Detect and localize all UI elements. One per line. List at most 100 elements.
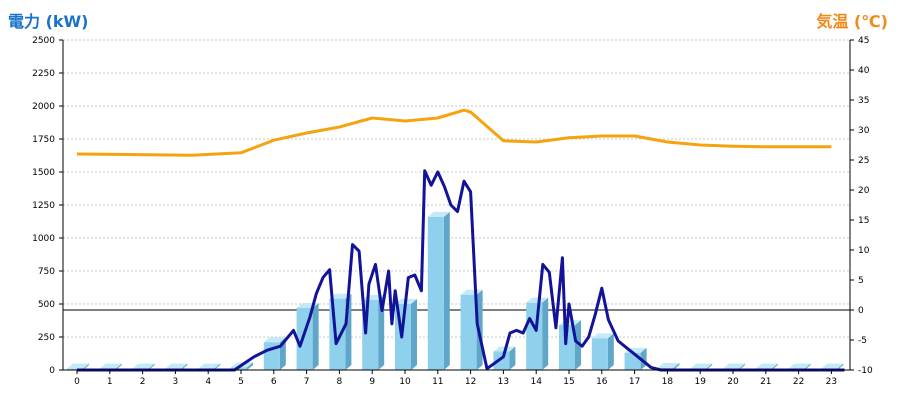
bar-side [148,363,155,370]
bar-side [411,299,417,370]
bar-top [821,363,844,369]
bar-side [509,346,516,370]
x-tick-label: 21 [760,377,771,387]
bar-front [493,351,510,370]
left-tick-label: 2250 [32,69,55,79]
right-tick-label: 40 [858,66,870,76]
bar-top [165,363,188,369]
temperature-line [76,108,832,157]
right-tick-label: -10 [858,366,873,376]
power-bar [427,211,450,370]
bar-front [460,294,477,370]
x-tick-label: 8 [337,377,343,387]
bar-side [804,363,811,370]
right-tick-label: 30 [858,126,870,136]
left-axis-title: 電力 (kW) [8,12,89,31]
x-tick-label: 10 [399,377,411,387]
bar-side [115,363,122,370]
bar-side [443,211,450,370]
bar-top [591,333,614,339]
bar-front [591,338,608,370]
right-axis-title: 気温 (℃) [816,12,888,31]
right-tick-label: 15 [858,216,869,226]
x-tick-label: 17 [629,377,640,387]
bar-top [690,363,713,369]
x-tick-label: 9 [369,377,375,387]
bar-side [378,295,385,370]
x-tick-label: 11 [432,377,443,387]
bar-top [427,211,450,217]
left-tick-label: 250 [38,333,55,343]
x-tick-label: 1 [107,377,113,387]
bar-side [673,363,680,370]
x-tick-label: 22 [793,377,804,387]
bar-front [67,368,83,370]
power-bar [624,347,647,370]
bar-side [575,320,581,370]
x-tick-label: 23 [826,377,837,387]
x-tick-label: 12 [465,377,476,387]
x-tick-label: 3 [173,377,179,387]
x-tick-label: 19 [694,377,706,387]
bar-top [198,363,221,369]
bar-side [83,363,89,370]
bar-front [427,216,444,370]
x-tick-label: 14 [530,377,542,387]
left-tick-label: 1750 [32,135,55,145]
left-tick-label: 0 [49,366,55,376]
left-tick-label: 2500 [32,36,55,46]
x-tick-label: 15 [563,377,574,387]
x-tick-label: 4 [205,377,211,387]
bar-top [329,293,352,299]
bar-side [706,363,713,370]
power-bar [559,320,581,370]
right-tick-label: 5 [858,276,864,286]
bar-side [247,362,253,370]
right-tick-label: 0 [858,306,864,316]
bar-side [607,333,614,370]
right-tick-label: -5 [858,336,867,346]
bar-top [263,337,286,343]
bar-side [837,363,844,370]
bar-side [771,363,778,370]
power-line [77,169,845,372]
axes: 0 250 5 0 0 750 1000 1250 1500 1750 2000 2250 2500 -1… [32,36,873,387]
bar-top [132,363,155,369]
right-tick-label: 10 [858,246,870,256]
bar-side [542,297,549,370]
x-tick-label: 0 [74,377,80,387]
x-tick-label: 2 [140,377,146,387]
bar-side [181,363,188,370]
bar-top [723,363,745,369]
x-tick-label: 20 [727,377,739,387]
series-lines [76,108,845,372]
x-tick-label: 18 [662,377,674,387]
grid-lines [63,39,850,338]
x-tick-label: 7 [304,377,310,387]
right-tick-label: 25 [858,156,869,166]
bar-side [739,363,745,370]
bar-side [214,363,221,370]
bar-side [312,302,319,370]
x-tick-label: 6 [271,377,277,387]
power-bar [67,363,89,370]
power-bar [591,333,614,370]
left-tick-label: 1500 [32,168,55,178]
left-tick-label: 1250 [32,201,55,211]
bar-top [755,363,778,369]
x-tick-label: 5 [238,377,244,387]
bar-top [657,363,680,369]
right-tick-label: 20 [858,186,870,196]
bar-top [67,363,89,369]
x-tick-label: 13 [498,377,509,387]
left-tick-label: 1000 [32,234,55,244]
left-tick-label: 2000 [32,102,55,112]
right-tick-label: 45 [858,36,869,46]
right-tick-label: 35 [858,96,869,106]
x-tick-label: 16 [596,377,608,387]
bar-front [526,302,543,370]
power-bars [67,211,844,370]
bar-top [99,363,122,369]
left-tick-label: 750 [38,267,55,277]
